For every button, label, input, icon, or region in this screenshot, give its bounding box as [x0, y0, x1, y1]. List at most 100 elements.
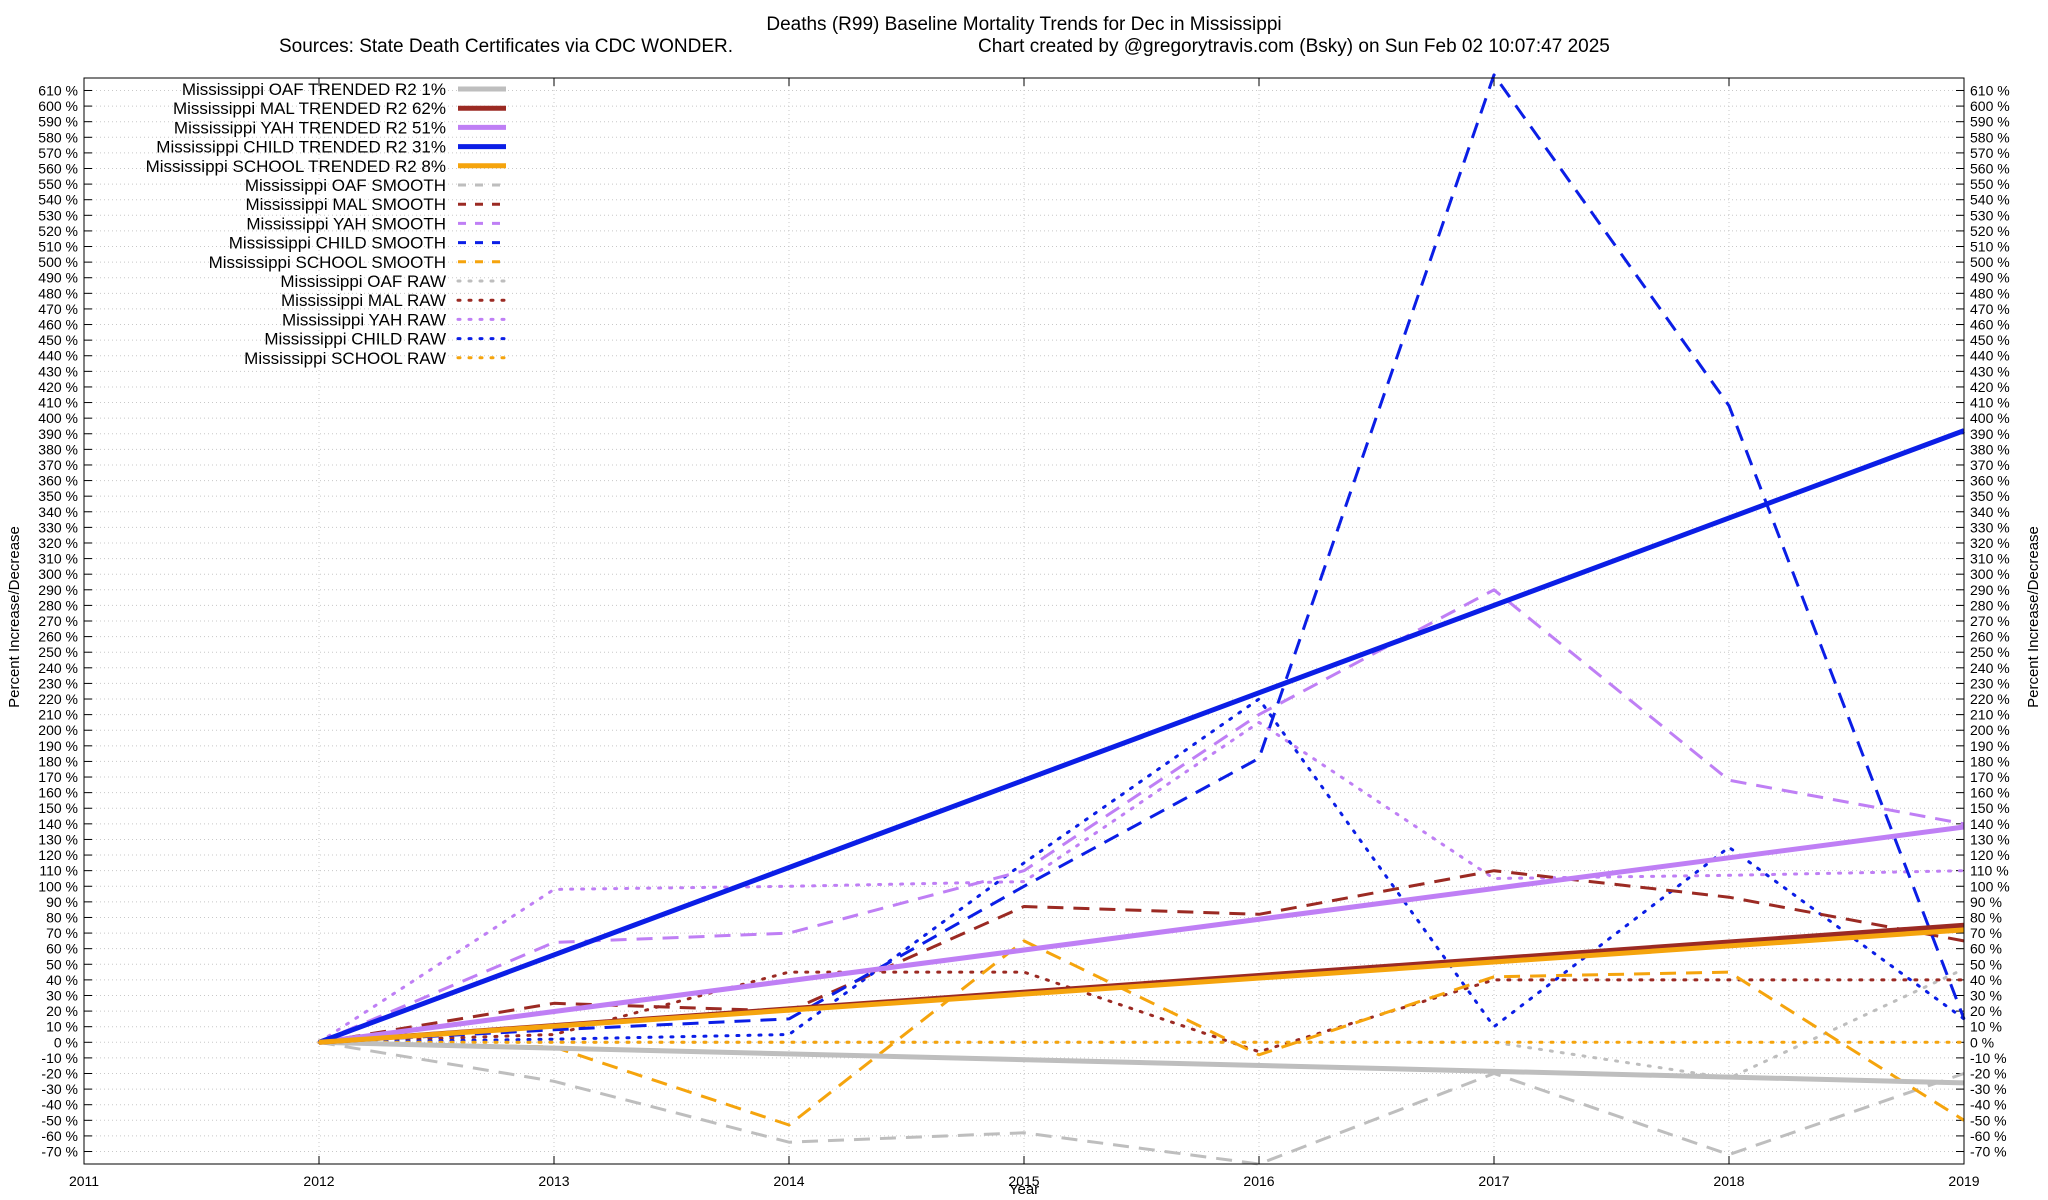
x-tick-label: 2017	[1478, 1173, 1509, 1189]
series-line-mississippi-school-trended-r2-8	[318, 927, 1965, 1045]
y-tick-label: 400 %	[1970, 410, 2010, 426]
y-tick-label: 330 %	[38, 519, 78, 535]
y-tick-label: 430 %	[38, 363, 78, 379]
y-tick-label: 370 %	[1970, 457, 2010, 473]
y-tick-label: 10 %	[46, 1019, 78, 1035]
y-tick-label: 30 %	[1970, 987, 2002, 1003]
y-tick-label: 440 %	[1970, 348, 2010, 364]
y-tick-label: 120 %	[38, 847, 78, 863]
y-tick-label: 80 %	[46, 909, 78, 925]
y-tick-label: 450 %	[38, 332, 78, 348]
y-tick-label: 450 %	[1970, 332, 2010, 348]
y-tick-label: 320 %	[38, 535, 78, 551]
y-tick-label: -60 %	[1970, 1128, 2007, 1144]
series-line-mississippi-oaf-smooth	[318, 1040, 1965, 1166]
y-tick-label: 250 %	[38, 644, 78, 660]
y-tick-label: 30 %	[46, 987, 78, 1003]
y-tick-label: 380 %	[38, 441, 78, 457]
y-tick-label: 180 %	[1970, 753, 2010, 769]
y-tick-label: 530 %	[38, 207, 78, 223]
y-tick-label: 540 %	[1970, 192, 2010, 208]
y-tick-label: 50 %	[1970, 956, 2002, 972]
y-tick-label: 200 %	[38, 722, 78, 738]
legend-label-mississippi-oaf-trended-r2-1: Mississippi OAF TRENDED R2 1%	[182, 80, 446, 99]
chart-title: Deaths (R99) Baseline Mortality Trends f…	[766, 14, 1281, 35]
y-tick-label: 90 %	[1970, 894, 2002, 910]
y-tick-label: -10 %	[41, 1050, 78, 1066]
y-tick-label: 110 %	[1970, 863, 2009, 879]
y-tick-label: 410 %	[1970, 395, 2010, 411]
y-tick-label: -60 %	[41, 1128, 78, 1144]
y-tick-label: 170 %	[38, 769, 78, 785]
y-tick-label: 100 %	[1970, 878, 2010, 894]
y-tick-label: 40 %	[1970, 972, 2002, 988]
legend-label-mississippi-yah-trended-r2-51: Mississippi YAH TRENDED R2 51%	[174, 118, 446, 137]
legend-label-mississippi-oaf-raw: Mississippi OAF RAW	[280, 272, 446, 291]
x-tick-label: 2018	[1713, 1173, 1744, 1189]
legend: Mississippi OAF TRENDED R2 1% Mississippi…	[146, 80, 508, 368]
y-tick-label: 300 %	[38, 566, 78, 582]
y-tick-label: 140 %	[1970, 816, 2010, 832]
y-tick-label: 560 %	[1970, 161, 2010, 177]
chart-subtitle-credit: Chart created by @gregorytravis.com (Bsk…	[978, 36, 1610, 57]
y-tick-label: 500 %	[1970, 254, 2010, 270]
grid	[83, 78, 1965, 1164]
y-tick-label: 430 %	[1970, 363, 2010, 379]
y-tick-label: 100 %	[38, 878, 78, 894]
x-tick-label: 2011	[69, 1173, 99, 1189]
plot-border	[83, 77, 1965, 1165]
y-axis-left: -70 %-60 %-50 %-40 %-30 %-20 %-10 %0 %10…	[38, 82, 92, 1160]
series-line-mississippi-yah-trended-r2-51	[318, 824, 1965, 1045]
y-tick-label: 130 %	[38, 831, 78, 847]
series-line-mississippi-child-raw	[317, 697, 1966, 1044]
y-tick-label: 20 %	[46, 1003, 78, 1019]
y-tick-label: 280 %	[38, 597, 78, 613]
y-tick-label: 150 %	[1970, 800, 2010, 816]
y-tick-label: 280 %	[1970, 597, 2010, 613]
y-tick-label: 440 %	[38, 348, 78, 364]
y-tick-label: -40 %	[1970, 1097, 2007, 1113]
y-tick-label: 510 %	[38, 239, 78, 255]
y-tick-label: 470 %	[38, 301, 78, 317]
y-tick-label: 80 %	[1970, 909, 2002, 925]
y-tick-label: 540 %	[38, 192, 78, 208]
y-tick-label: 320 %	[1970, 535, 2010, 551]
y-tick-label: 580 %	[38, 129, 78, 145]
y-tick-label: 0 %	[54, 1034, 78, 1050]
y-tick-label: 400 %	[38, 410, 78, 426]
y-tick-label: 190 %	[1970, 738, 2010, 754]
y-tick-label: 360 %	[1970, 473, 2010, 489]
series-line-mississippi-mal-smooth	[318, 869, 1965, 1044]
y-tick-label: 270 %	[1970, 613, 2010, 629]
legend-label-mississippi-oaf-smooth: Mississippi OAF SMOOTH	[245, 176, 446, 195]
y-tick-label: 220 %	[1970, 691, 2010, 707]
y-tick-label: 250 %	[1970, 644, 2010, 660]
legend-label-mississippi-mal-smooth: Mississippi MAL SMOOTH	[245, 195, 446, 214]
y-tick-label: 210 %	[1970, 707, 2010, 723]
y-tick-label: 90 %	[46, 894, 78, 910]
y-tick-label: 130 %	[1970, 831, 2010, 847]
y-tick-label: 0 %	[1970, 1034, 1994, 1050]
y-tick-label: 60 %	[46, 941, 78, 957]
y-tick-label: 590 %	[1970, 114, 2010, 130]
y-tick-label: 40 %	[46, 972, 78, 988]
y-tick-label: 60 %	[1970, 941, 2002, 957]
x-axis: 2011 2012 2013 2014 2015 2016 2017 2018 2019	[69, 78, 1980, 1189]
y-tick-label: -70 %	[1970, 1144, 2007, 1160]
y-tick-label: 230 %	[38, 675, 78, 691]
y-tick-label: 330 %	[1970, 519, 2010, 535]
y-tick-label: 490 %	[38, 270, 78, 286]
y-tick-label: 610 %	[1970, 82, 2010, 98]
y-tick-label: 520 %	[1970, 223, 2010, 239]
y-tick-label: 580 %	[1970, 129, 2010, 145]
y-tick-label: -20 %	[41, 1066, 78, 1082]
y-tick-label: 340 %	[1970, 504, 2010, 520]
y-tick-label: 600 %	[1970, 98, 2010, 114]
y-tick-label: -50 %	[1970, 1112, 2007, 1128]
y-tick-label: 150 %	[38, 800, 78, 816]
x-tick-label: 2013	[538, 1173, 569, 1189]
y-tick-label: 500 %	[38, 254, 78, 270]
y-tick-label: 480 %	[1970, 285, 2010, 301]
y-tick-label: 390 %	[1970, 426, 2010, 442]
